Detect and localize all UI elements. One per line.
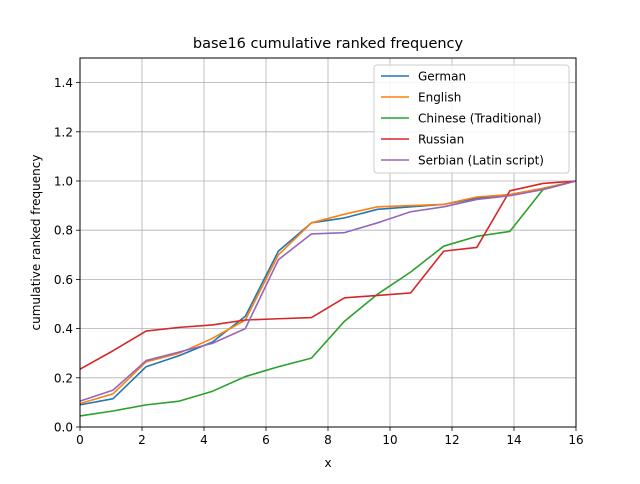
y-tick-label: 1.4 (54, 76, 73, 90)
x-tick-label: 0 (76, 433, 84, 447)
x-tick-label: 4 (200, 433, 208, 447)
x-tick-label: 8 (324, 433, 332, 447)
x-tick-label: 2 (138, 433, 146, 447)
y-tick-label: 0.8 (54, 224, 73, 238)
y-tick-label: 0.2 (54, 371, 73, 385)
legend-entries: German English Chinese (Traditional) Russia… (381, 70, 544, 168)
legend: German English Chinese (Traditional) Russia… (373, 64, 570, 174)
x-axis-label: x (324, 456, 331, 470)
x-tick-label: 14 (506, 433, 521, 447)
legend-label-chinese-traditional: Chinese (Traditional) (418, 112, 542, 126)
y-tick-label: 0.4 (54, 322, 73, 336)
legend-label-english: English (418, 91, 461, 105)
series-line-english (79, 180, 577, 405)
series-line-chinese-traditional (79, 180, 577, 417)
y-axis-label: cumulative ranked frequency (29, 155, 43, 331)
series-line-russian (79, 180, 577, 370)
legend-label-russian: Russian (418, 133, 464, 147)
y-tick-label: 0.6 (54, 273, 73, 287)
x-tick-label: 16 (568, 433, 583, 447)
legend-box (373, 64, 570, 174)
y-tick-label: 0.0 (54, 421, 73, 435)
series-lines (79, 180, 577, 417)
series-line-serbian-latin-script (79, 180, 577, 402)
y-tick-label: 1.2 (54, 125, 73, 139)
y-axis-ticks: 0.0 0.2 0.4 0.6 0.8 1.0 1.2 1.4 (54, 76, 80, 435)
legend-label-german: German (418, 70, 466, 84)
x-tick-label: 6 (262, 433, 270, 447)
x-axis-ticks: 0 2 4 6 8 10 12 14 16 (76, 427, 584, 447)
legend-label-serbian-latin-script: Serbian (Latin script) (418, 154, 544, 168)
x-tick-label: 10 (382, 433, 397, 447)
x-tick-label: 12 (444, 433, 459, 447)
chart-title: base16 cumulative ranked frequency (193, 36, 464, 52)
y-tick-label: 1.0 (54, 175, 73, 189)
